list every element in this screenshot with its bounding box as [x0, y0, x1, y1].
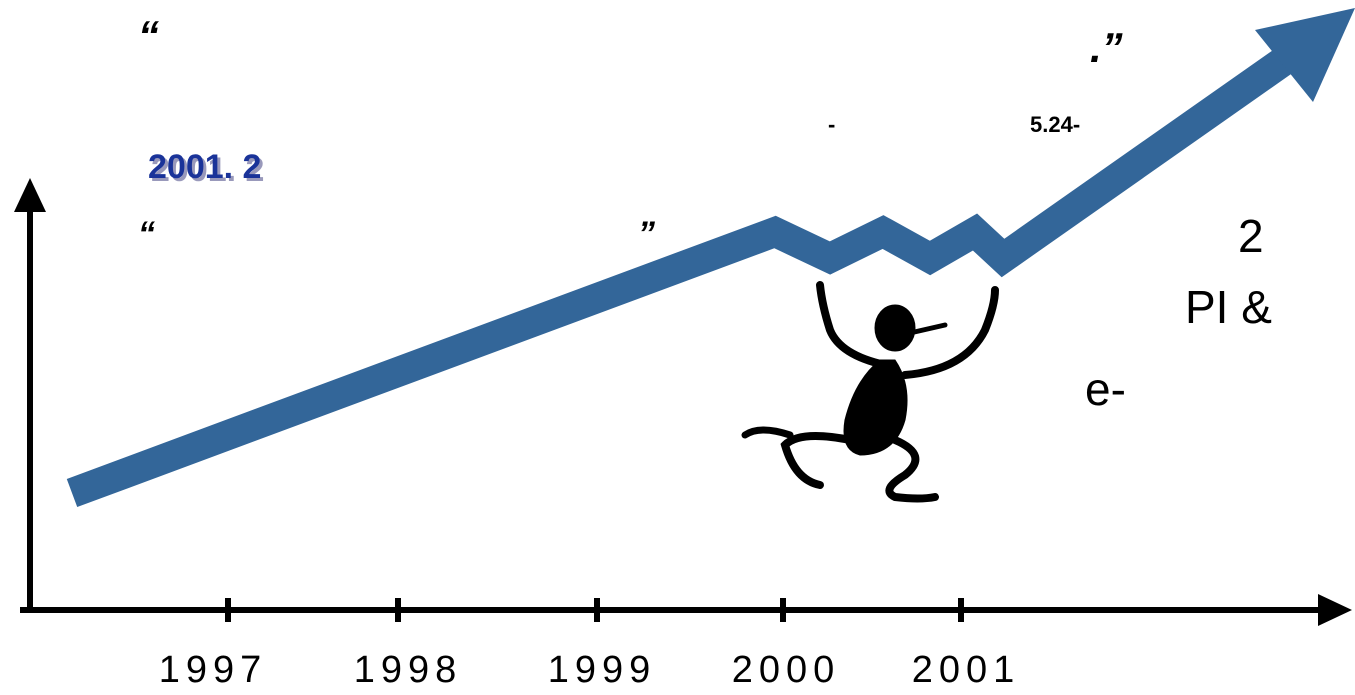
quote-mark: .”	[1090, 24, 1123, 71]
y-axis-arrow	[14, 178, 46, 212]
date-note: 5.24-	[1030, 112, 1080, 137]
year-label: 1998	[354, 649, 463, 690]
dash: -	[828, 112, 835, 137]
year-label: 2001	[912, 649, 1021, 690]
headline-shadow: 2001. 2	[151, 151, 264, 189]
year-labels: 1997 1998 1999 2000 2001	[159, 649, 1021, 691]
side-number: 2	[1238, 210, 1264, 262]
headline: 2001. 2	[148, 148, 261, 186]
trend-arrowhead	[1255, 8, 1355, 102]
quote-mark: ”	[638, 215, 655, 253]
quote-mark: “	[138, 215, 155, 253]
ticks	[225, 598, 964, 622]
side-text: PI &	[1185, 281, 1272, 333]
year-label: 2000	[732, 649, 841, 690]
year-label: 1999	[548, 649, 657, 690]
quote-mark: “	[138, 12, 159, 59]
trend-arrow	[66, 47, 1294, 508]
figure	[741, 281, 999, 503]
year-label: 1997	[159, 649, 268, 690]
x-axis-arrow	[1318, 594, 1352, 626]
side-small: e-	[1085, 363, 1126, 415]
